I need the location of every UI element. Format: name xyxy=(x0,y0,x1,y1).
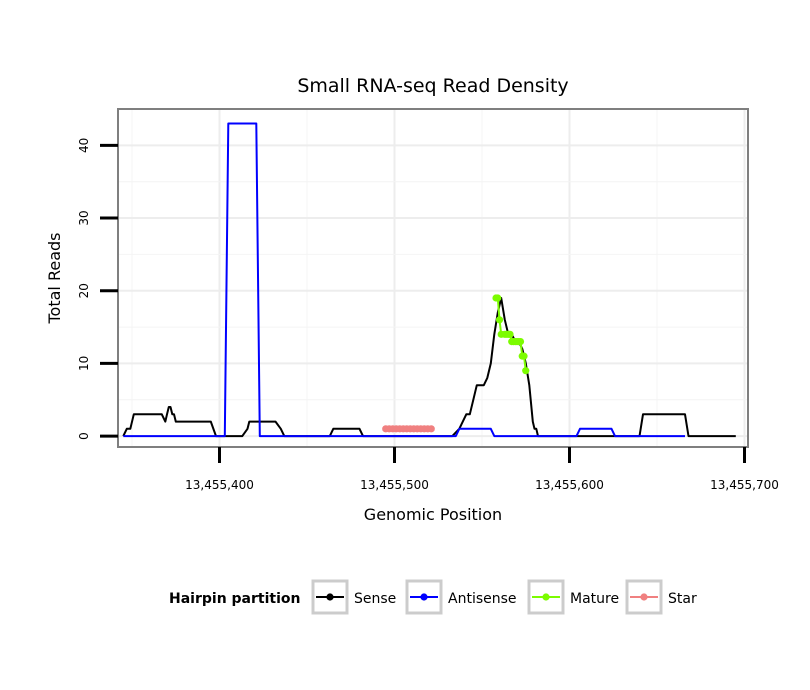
y-tick-label: 10 xyxy=(77,356,91,371)
x-tick-label: 13,455,700 xyxy=(710,478,779,492)
chart-title: Small RNA-seq Read Density xyxy=(297,75,568,97)
series-layer xyxy=(122,122,736,438)
legend-title: Hairpin partition xyxy=(169,591,300,607)
series-mature xyxy=(492,294,530,375)
x-tick-label: 13,455,500 xyxy=(360,478,429,492)
x-axis-title: Genomic Position xyxy=(364,505,502,524)
y-tick-label: 0 xyxy=(77,432,91,440)
legend-item-antisense: Antisense xyxy=(405,579,517,615)
data-point-mature xyxy=(522,367,530,375)
legend-key-point xyxy=(420,593,428,601)
y-axis-title: Total Reads xyxy=(45,233,64,325)
data-point-mature xyxy=(516,338,525,346)
legend-item-star: Star xyxy=(625,579,697,615)
legend-label: Sense xyxy=(354,591,396,607)
x-tick-label: 13,455,600 xyxy=(535,478,604,492)
legend-label: Antisense xyxy=(448,591,517,607)
legend-key-point xyxy=(640,593,648,601)
x-tick-label: 13,455,400 xyxy=(185,478,254,492)
axes: 13,455,400 13,455,500 13,455,600 13,455,700… xyxy=(77,138,779,492)
series-antisense xyxy=(123,122,685,438)
plot-panel-background xyxy=(118,109,748,447)
legend-label: Mature xyxy=(570,591,619,607)
legend-item-sense: Sense xyxy=(311,579,396,615)
legend-key-point xyxy=(542,593,550,601)
legend-key-point xyxy=(326,593,334,601)
plot-panel-border xyxy=(117,108,749,448)
data-point-mature xyxy=(506,330,514,338)
y-tick-label: 40 xyxy=(77,138,91,153)
legend-items: Sense Antisense Mature Star xyxy=(311,579,697,615)
y-tick-label: 30 xyxy=(77,210,91,225)
series-line-antisense xyxy=(123,122,685,438)
legend-item-mature: Mature xyxy=(527,579,619,615)
data-point-mature xyxy=(495,316,504,324)
data-point-mature xyxy=(520,352,528,360)
legend-label: Star xyxy=(668,591,697,607)
legend: Hairpin partition Sense Antisense Mature St… xyxy=(169,579,697,615)
series-star xyxy=(382,425,435,433)
y-tick-label: 20 xyxy=(77,283,91,298)
data-point-star xyxy=(427,425,435,433)
data-point-mature xyxy=(494,294,502,302)
